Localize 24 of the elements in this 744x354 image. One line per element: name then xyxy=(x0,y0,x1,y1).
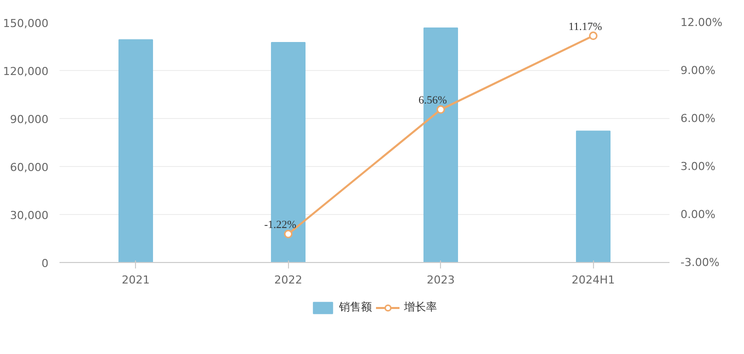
y2-tick-label: 9.00% xyxy=(680,64,716,77)
y-tick-label: 60,000 xyxy=(10,161,49,174)
y2-tick-label: 3.00% xyxy=(680,160,716,173)
y-tick-label: 30,000 xyxy=(10,209,49,222)
data-label: 11.17% xyxy=(568,20,602,33)
point xyxy=(436,105,445,114)
x-tick-label: 2021 xyxy=(122,274,150,286)
x-tick-label: 2023 xyxy=(426,274,455,286)
y2-tick-label: 12.00% xyxy=(680,16,722,29)
y2-tick-label: -3.00% xyxy=(680,256,720,269)
y-tick-label: 150,000 xyxy=(3,17,49,30)
bar xyxy=(576,130,611,262)
y-tick-label: 120,000 xyxy=(3,65,49,78)
x-tick-label: 2022 xyxy=(274,274,302,286)
point xyxy=(284,230,292,238)
y2-tick-label: 0.00% xyxy=(680,208,716,221)
y2-tick-label: 6.00% xyxy=(680,112,716,125)
x-tick-label: 2024H1 xyxy=(572,274,615,286)
legend-label: 销售额 xyxy=(339,300,372,314)
y-tick-label: 0 xyxy=(42,257,48,270)
y-tick-label: 90,000 xyxy=(10,113,49,126)
legend-label: 增长率 xyxy=(404,300,437,314)
bar xyxy=(118,39,154,262)
point xyxy=(589,32,598,40)
